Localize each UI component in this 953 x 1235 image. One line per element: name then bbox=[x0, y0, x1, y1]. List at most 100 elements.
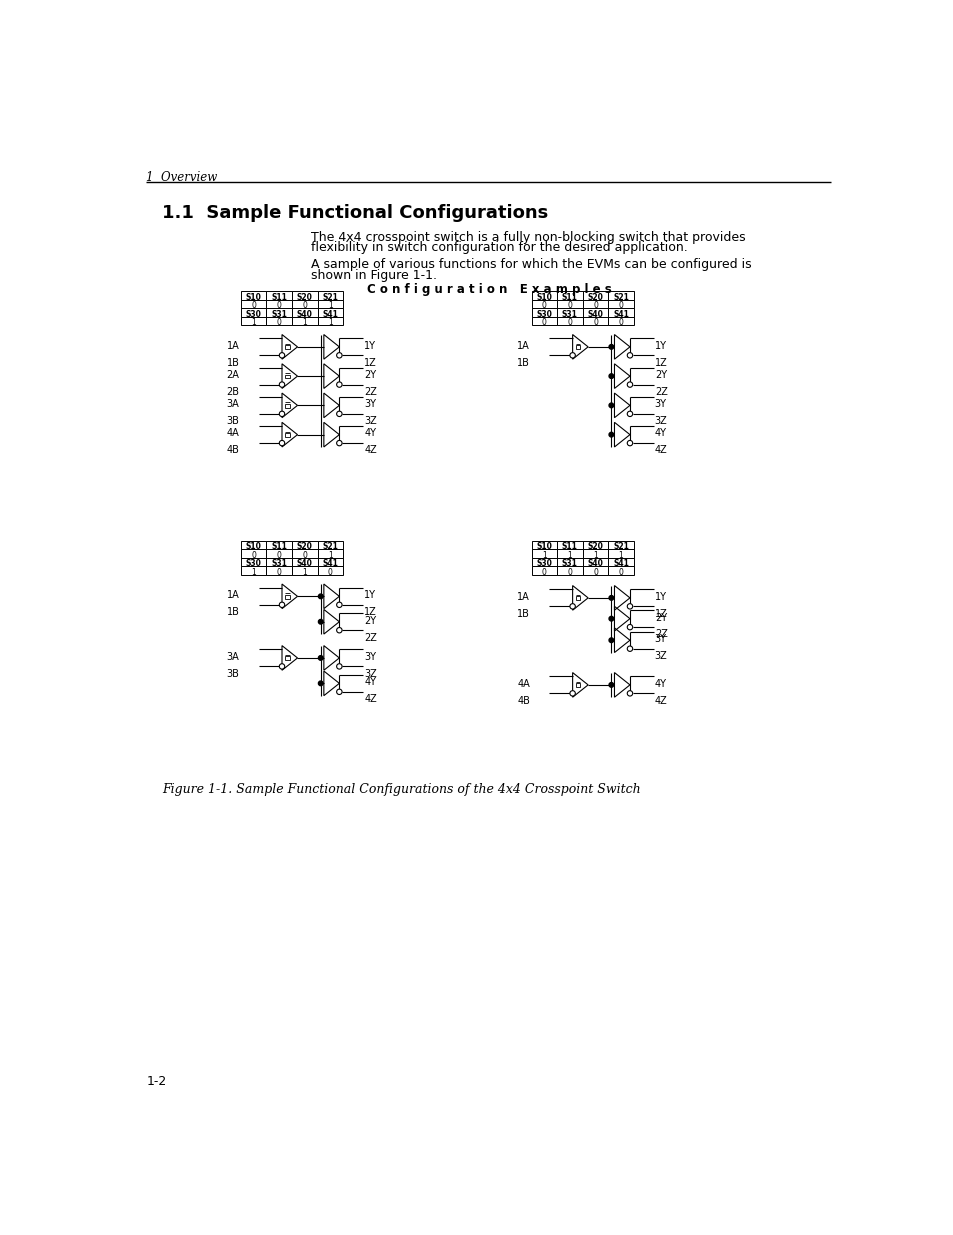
Bar bbox=[608, 317, 633, 325]
Text: 0: 0 bbox=[251, 301, 256, 310]
Text: Figure 1-1. Sample Functional Configurations of the 4x4 Crosspoint Switch: Figure 1-1. Sample Functional Configurat… bbox=[162, 783, 639, 797]
Text: 2A: 2A bbox=[226, 370, 239, 380]
Text: 3B: 3B bbox=[226, 668, 239, 679]
Text: S41: S41 bbox=[613, 310, 628, 319]
Text: 1: 1 bbox=[251, 568, 255, 577]
Text: flexibility in switch configuration for the desired application.: flexibility in switch configuration for … bbox=[311, 241, 687, 254]
Text: S30: S30 bbox=[536, 310, 552, 319]
Text: S10: S10 bbox=[246, 542, 261, 552]
Bar bbox=[317, 550, 343, 558]
Bar bbox=[531, 558, 557, 567]
Bar bbox=[608, 567, 633, 574]
Text: 2Y: 2Y bbox=[364, 370, 375, 380]
Circle shape bbox=[608, 432, 613, 437]
Bar bbox=[557, 541, 582, 550]
Circle shape bbox=[336, 411, 342, 416]
Text: 1Z: 1Z bbox=[654, 358, 667, 368]
Text: S10: S10 bbox=[246, 293, 261, 303]
Text: 1B: 1B bbox=[226, 608, 239, 618]
Bar bbox=[292, 550, 317, 558]
Text: S31: S31 bbox=[561, 310, 578, 319]
Circle shape bbox=[627, 690, 632, 697]
Circle shape bbox=[608, 374, 613, 378]
Text: The 4x4 crosspoint switch is a fully non-blocking switch that provides: The 4x4 crosspoint switch is a fully non… bbox=[311, 231, 745, 243]
Circle shape bbox=[279, 411, 284, 416]
Bar bbox=[608, 550, 633, 558]
Circle shape bbox=[318, 594, 323, 599]
Text: 1B: 1B bbox=[517, 609, 530, 619]
Circle shape bbox=[318, 620, 323, 624]
Text: 1: 1 bbox=[567, 551, 572, 559]
Bar bbox=[557, 550, 582, 558]
Circle shape bbox=[279, 603, 284, 608]
Text: 2Y: 2Y bbox=[364, 615, 375, 626]
Text: 0: 0 bbox=[541, 319, 546, 327]
Text: S10: S10 bbox=[536, 293, 552, 303]
Bar bbox=[292, 558, 317, 567]
Bar bbox=[608, 309, 633, 317]
Bar bbox=[582, 291, 608, 300]
Text: 3Y: 3Y bbox=[654, 634, 666, 645]
Text: 0: 0 bbox=[618, 319, 623, 327]
Text: 4B: 4B bbox=[226, 446, 239, 456]
Text: 3Z: 3Z bbox=[654, 651, 667, 661]
Text: 0: 0 bbox=[541, 568, 546, 577]
Text: 0: 0 bbox=[567, 568, 572, 577]
Bar bbox=[582, 567, 608, 574]
Text: 2Z: 2Z bbox=[654, 630, 667, 640]
Text: 3B: 3B bbox=[226, 416, 239, 426]
Text: S21: S21 bbox=[613, 542, 628, 552]
Bar bbox=[266, 300, 292, 309]
Bar bbox=[575, 597, 579, 600]
Text: 1: 1 bbox=[328, 551, 333, 559]
Circle shape bbox=[627, 441, 632, 446]
Bar bbox=[317, 291, 343, 300]
Text: 1: 1 bbox=[328, 319, 333, 327]
Bar bbox=[241, 541, 266, 550]
Text: S11: S11 bbox=[561, 293, 578, 303]
Circle shape bbox=[627, 625, 632, 630]
Bar bbox=[531, 550, 557, 558]
Bar bbox=[285, 404, 290, 408]
Bar bbox=[608, 541, 633, 550]
Text: 2Z: 2Z bbox=[364, 632, 376, 642]
Circle shape bbox=[336, 441, 342, 446]
Text: shown in Figure 1-1.: shown in Figure 1-1. bbox=[311, 269, 437, 282]
Circle shape bbox=[279, 382, 284, 388]
Text: 4Z: 4Z bbox=[654, 446, 667, 456]
Text: 1  Overview: 1 Overview bbox=[146, 172, 217, 184]
Bar bbox=[557, 300, 582, 309]
Circle shape bbox=[279, 441, 284, 446]
Circle shape bbox=[627, 382, 632, 388]
Circle shape bbox=[608, 616, 613, 621]
Bar bbox=[317, 567, 343, 574]
Text: 1: 1 bbox=[302, 568, 307, 577]
Circle shape bbox=[318, 656, 323, 661]
Text: 0: 0 bbox=[567, 319, 572, 327]
Text: 3Z: 3Z bbox=[654, 416, 667, 426]
Bar bbox=[557, 567, 582, 574]
Text: 1-2: 1-2 bbox=[146, 1074, 167, 1088]
Bar bbox=[241, 291, 266, 300]
Text: 2Y: 2Y bbox=[654, 370, 666, 380]
Bar bbox=[241, 300, 266, 309]
Circle shape bbox=[627, 411, 632, 416]
Text: S31: S31 bbox=[271, 310, 287, 319]
Bar bbox=[292, 541, 317, 550]
Text: 1: 1 bbox=[302, 319, 307, 327]
Text: 0: 0 bbox=[618, 568, 623, 577]
Bar bbox=[531, 300, 557, 309]
Text: S11: S11 bbox=[561, 542, 578, 552]
Text: 0: 0 bbox=[567, 301, 572, 310]
Bar bbox=[292, 567, 317, 574]
Text: S10: S10 bbox=[536, 542, 552, 552]
Text: 1Y: 1Y bbox=[364, 590, 375, 600]
Circle shape bbox=[279, 353, 284, 358]
Text: 4Z: 4Z bbox=[654, 695, 667, 705]
Bar bbox=[285, 374, 290, 378]
Text: 4Y: 4Y bbox=[364, 429, 375, 438]
Text: S20: S20 bbox=[587, 293, 603, 303]
Text: 3A: 3A bbox=[227, 652, 239, 662]
Text: 3A: 3A bbox=[227, 399, 239, 409]
Bar bbox=[241, 558, 266, 567]
